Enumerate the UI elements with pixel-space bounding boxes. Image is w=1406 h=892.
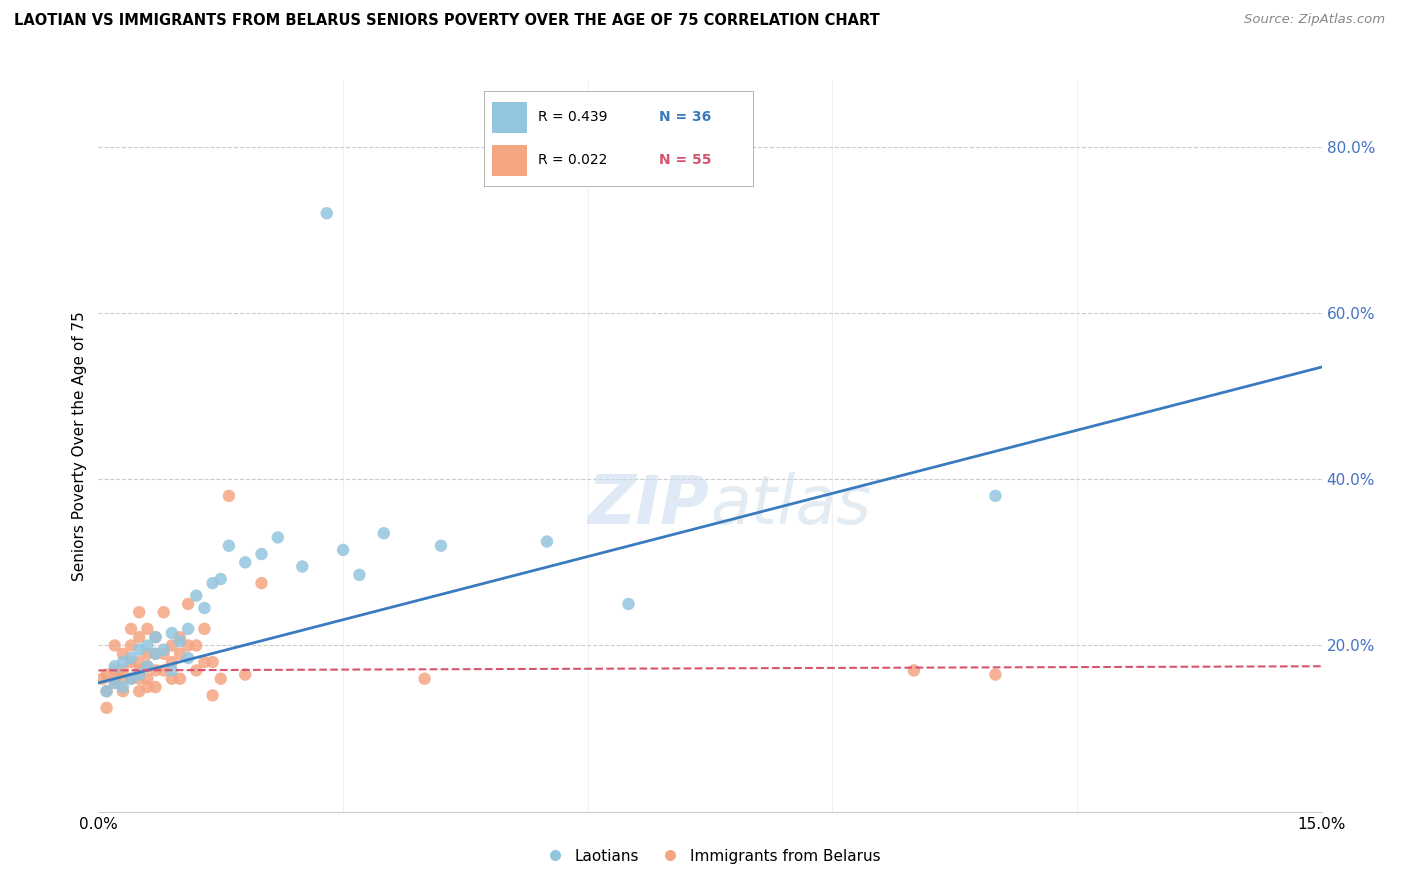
Point: [209, 572, 232, 586]
Point: [111, 664, 134, 678]
Point: [111, 680, 134, 694]
Point: [96, 701, 118, 715]
Point: [145, 664, 167, 678]
Point: [291, 559, 314, 574]
Point: [152, 647, 174, 661]
Text: atlas: atlas: [710, 472, 872, 538]
Point: [145, 647, 167, 661]
Text: Source: ZipAtlas.com: Source: ZipAtlas.com: [1244, 13, 1385, 27]
Point: [169, 630, 191, 644]
Point: [169, 672, 191, 686]
Point: [201, 576, 224, 591]
Point: [136, 659, 159, 673]
Point: [128, 672, 150, 686]
Point: [128, 667, 150, 681]
Point: [315, 206, 337, 220]
Point: [177, 651, 200, 665]
Point: [104, 676, 127, 690]
Point: [145, 647, 167, 661]
Point: [186, 639, 208, 653]
Point: [373, 526, 395, 541]
Point: [186, 589, 208, 603]
Point: [111, 672, 134, 686]
Point: [233, 555, 256, 569]
Y-axis label: Seniors Poverty Over the Age of 75: Seniors Poverty Over the Age of 75: [72, 311, 87, 581]
Point: [160, 626, 183, 640]
Point: [111, 684, 134, 698]
Point: [250, 576, 273, 591]
Point: [120, 639, 142, 653]
Point: [209, 672, 232, 686]
Point: [136, 639, 159, 653]
Point: [413, 672, 436, 686]
Point: [349, 567, 371, 582]
Point: [233, 667, 256, 681]
Point: [984, 489, 1007, 503]
Point: [128, 684, 150, 698]
Point: [152, 642, 174, 657]
Point: [160, 639, 183, 653]
Point: [193, 601, 215, 615]
Point: [96, 667, 118, 681]
Point: [193, 622, 215, 636]
Point: [186, 664, 208, 678]
Point: [96, 684, 118, 698]
Point: [145, 680, 167, 694]
Point: [128, 664, 150, 678]
Point: [169, 647, 191, 661]
Point: [430, 539, 453, 553]
Point: [128, 605, 150, 619]
Point: [160, 664, 183, 678]
Point: [104, 672, 127, 686]
Point: [177, 622, 200, 636]
Point: [91, 672, 114, 686]
Point: [984, 667, 1007, 681]
Point: [128, 630, 150, 644]
Point: [120, 672, 142, 686]
Point: [136, 647, 159, 661]
Point: [201, 689, 224, 703]
Point: [128, 655, 150, 669]
Point: [136, 672, 159, 686]
Point: [152, 664, 174, 678]
Legend: Laotians, Immigrants from Belarus: Laotians, Immigrants from Belarus: [534, 843, 886, 870]
Point: [332, 542, 354, 557]
Point: [193, 655, 215, 669]
Point: [169, 634, 191, 648]
Point: [120, 651, 142, 665]
Point: [177, 639, 200, 653]
Point: [218, 489, 240, 503]
Point: [111, 647, 134, 661]
Point: [267, 530, 290, 544]
Point: [120, 622, 142, 636]
Point: [250, 547, 273, 561]
Point: [201, 655, 224, 669]
Point: [903, 664, 925, 678]
Point: [136, 659, 159, 673]
Point: [104, 639, 127, 653]
Point: [128, 642, 150, 657]
Point: [136, 622, 159, 636]
Point: [536, 534, 558, 549]
Point: [145, 630, 167, 644]
Point: [218, 539, 240, 553]
Point: [96, 684, 118, 698]
Point: [152, 605, 174, 619]
Point: [104, 676, 127, 690]
Point: [120, 655, 142, 669]
Point: [617, 597, 640, 611]
Text: ZIP: ZIP: [588, 472, 710, 538]
Point: [120, 672, 142, 686]
Point: [136, 680, 159, 694]
Point: [145, 630, 167, 644]
Text: LAOTIAN VS IMMIGRANTS FROM BELARUS SENIORS POVERTY OVER THE AGE OF 75 CORRELATIO: LAOTIAN VS IMMIGRANTS FROM BELARUS SENIO…: [14, 13, 880, 29]
Point: [104, 659, 127, 673]
Point: [160, 655, 183, 669]
Point: [111, 655, 134, 669]
Point: [104, 664, 127, 678]
Point: [177, 597, 200, 611]
Point: [160, 672, 183, 686]
